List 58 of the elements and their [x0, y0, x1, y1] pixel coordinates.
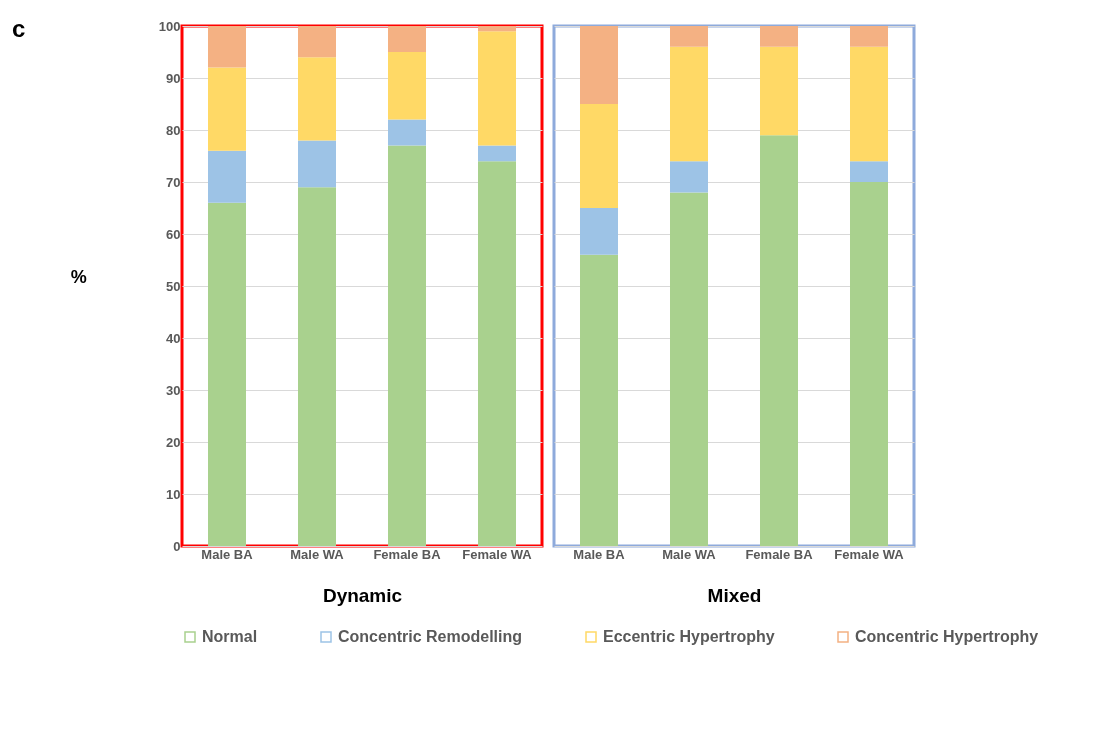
bar — [298, 26, 336, 58]
y-tick-label: 60 — [166, 226, 181, 242]
bar — [760, 135, 798, 546]
x-tick-label: Female BA — [745, 546, 814, 562]
bar — [478, 26, 516, 32]
x-tick-label: Female BA — [373, 546, 442, 562]
x-axis-title: Mixed — [707, 584, 762, 606]
y-tick-label: 100 — [158, 18, 181, 34]
y-tick-label: 10 — [166, 486, 181, 502]
y-tick-label: 30 — [166, 382, 181, 398]
x-tick-label: Male BA — [201, 546, 254, 562]
bar — [208, 150, 246, 203]
bar — [850, 182, 888, 546]
bar — [388, 26, 426, 52]
bar — [478, 161, 516, 546]
legend-label: Normal — [202, 628, 258, 645]
y-tick-label: 20 — [166, 434, 181, 450]
y-tick-label: 80 — [166, 122, 181, 138]
x-tick-label: Male BA — [573, 546, 626, 562]
bar — [298, 57, 336, 141]
y-tick-label: 40 — [166, 330, 181, 346]
bar — [670, 26, 708, 47]
bar — [670, 46, 708, 162]
y-tick-label: 90 — [166, 70, 181, 86]
y-tick-label: 50 — [166, 278, 181, 294]
bar — [760, 26, 798, 47]
bar — [298, 187, 336, 546]
x-tick-label: Female WA — [462, 546, 533, 562]
bar — [670, 161, 708, 193]
bar — [580, 104, 618, 208]
bar — [760, 46, 798, 136]
text: c — [12, 15, 26, 42]
y-tick-label: 0 — [173, 538, 181, 554]
legend-label: Eccentric Hypertrophy — [603, 628, 775, 645]
x-tick-label: Male WA — [290, 546, 345, 562]
bar — [208, 67, 246, 151]
bar — [298, 140, 336, 188]
bar — [478, 31, 516, 146]
y-axis-title: % — [70, 266, 87, 287]
bar — [850, 161, 888, 182]
bar — [580, 208, 618, 255]
bar — [208, 202, 246, 546]
bar — [208, 26, 246, 68]
x-axis-title: Dynamic — [322, 584, 403, 606]
x-tick-label: Female WA — [834, 546, 905, 562]
bar — [478, 145, 516, 162]
bar — [670, 192, 708, 546]
legend-label: Concentric Remodelling — [338, 628, 523, 645]
bar — [850, 46, 888, 162]
bar — [388, 52, 426, 120]
bar — [388, 145, 426, 546]
bar — [580, 254, 618, 546]
x-tick-label: Male WA — [662, 546, 717, 562]
y-tick-label: 70 — [166, 174, 181, 190]
bar — [850, 26, 888, 47]
legend-label: Concentric Hypertrophy — [855, 628, 1039, 645]
bar — [388, 119, 426, 146]
bar — [580, 26, 618, 104]
